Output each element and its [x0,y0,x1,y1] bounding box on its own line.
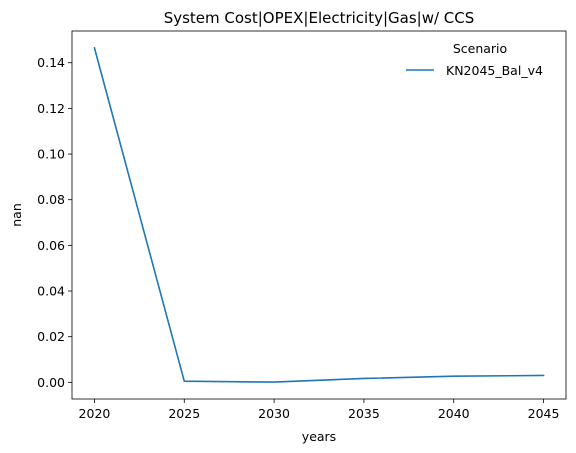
y-axis-label: nan [9,203,24,227]
y-axis: 0.00 0.02 0.04 0.06 0.08 0.10 0.12 0.14 [37,55,72,390]
y-tick-label: 0.14 [37,55,65,70]
y-tick-label: 0.12 [37,101,65,116]
series-group [93,46,545,383]
x-tick-label: 2040 [438,406,470,421]
x-axis: 2020 2025 2030 2035 2040 2045 [79,399,560,421]
legend: Scenario KN2045_Bal_v4 [406,41,543,78]
x-tick-label: 2030 [258,406,290,421]
x-tick-label: 2025 [168,406,200,421]
y-tick-label: 0.00 [37,375,65,390]
chart-title: System Cost|OPEX|Electricity|Gas|w/ CCS [164,9,475,27]
legend-entry-label: KN2045_Bal_v4 [446,63,543,78]
y-tick-label: 0.06 [37,238,65,253]
plot-frame [71,30,567,400]
legend-title: Scenario [453,41,507,56]
x-tick-label: 2035 [348,406,380,421]
y-tick-label: 0.02 [37,329,65,344]
plot-area [71,30,567,400]
series-line-0 [93,46,545,383]
x-tick-label: 2020 [79,406,111,421]
y-tick-label: 0.04 [37,284,65,299]
x-tick-label: 2045 [528,406,560,421]
y-tick-label: 0.10 [37,147,65,162]
x-axis-label: years [302,429,336,444]
y-tick-label: 0.08 [37,192,65,207]
